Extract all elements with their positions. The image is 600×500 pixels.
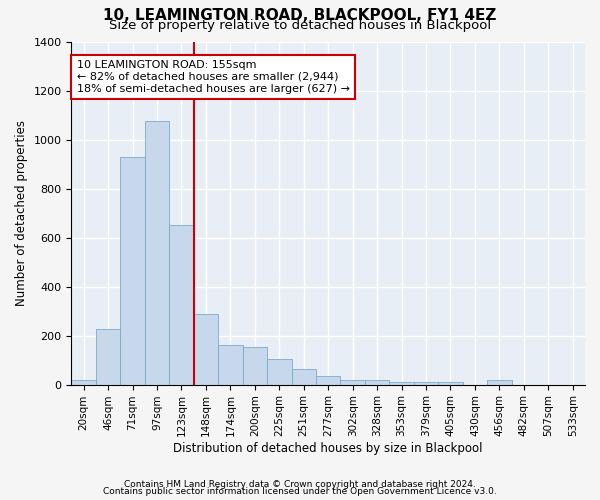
Bar (414, 382, 438, 384)
Bar (340, 380, 365, 384)
Bar (218, 346, 242, 385)
Bar (145, 121, 169, 384)
Bar (71, 380, 96, 384)
Bar (169, 226, 194, 384)
Bar (438, 382, 463, 384)
Bar (194, 314, 218, 384)
Text: 10, LEAMINGTON ROAD, BLACKPOOL, FY1 4EZ: 10, LEAMINGTON ROAD, BLACKPOOL, FY1 4EZ (103, 8, 497, 22)
Bar (292, 368, 316, 384)
Bar (121, 156, 145, 384)
X-axis label: Distribution of detached houses by size in Blackpool: Distribution of detached houses by size … (173, 442, 483, 455)
Bar (365, 380, 389, 384)
Text: Size of property relative to detached houses in Blackpool: Size of property relative to detached ho… (109, 18, 491, 32)
Bar (267, 359, 292, 384)
Y-axis label: Number of detached properties: Number of detached properties (15, 120, 28, 306)
Bar (487, 380, 512, 384)
Bar (389, 382, 414, 384)
Bar (96, 330, 121, 384)
Bar (316, 376, 340, 384)
Text: 10 LEAMINGTON ROAD: 155sqm
← 82% of detached houses are smaller (2,944)
18% of s: 10 LEAMINGTON ROAD: 155sqm ← 82% of deta… (77, 60, 350, 94)
Text: Contains HM Land Registry data © Crown copyright and database right 2024.: Contains HM Land Registry data © Crown c… (124, 480, 476, 489)
Text: Contains public sector information licensed under the Open Government Licence v3: Contains public sector information licen… (103, 487, 497, 496)
Bar (242, 346, 267, 385)
